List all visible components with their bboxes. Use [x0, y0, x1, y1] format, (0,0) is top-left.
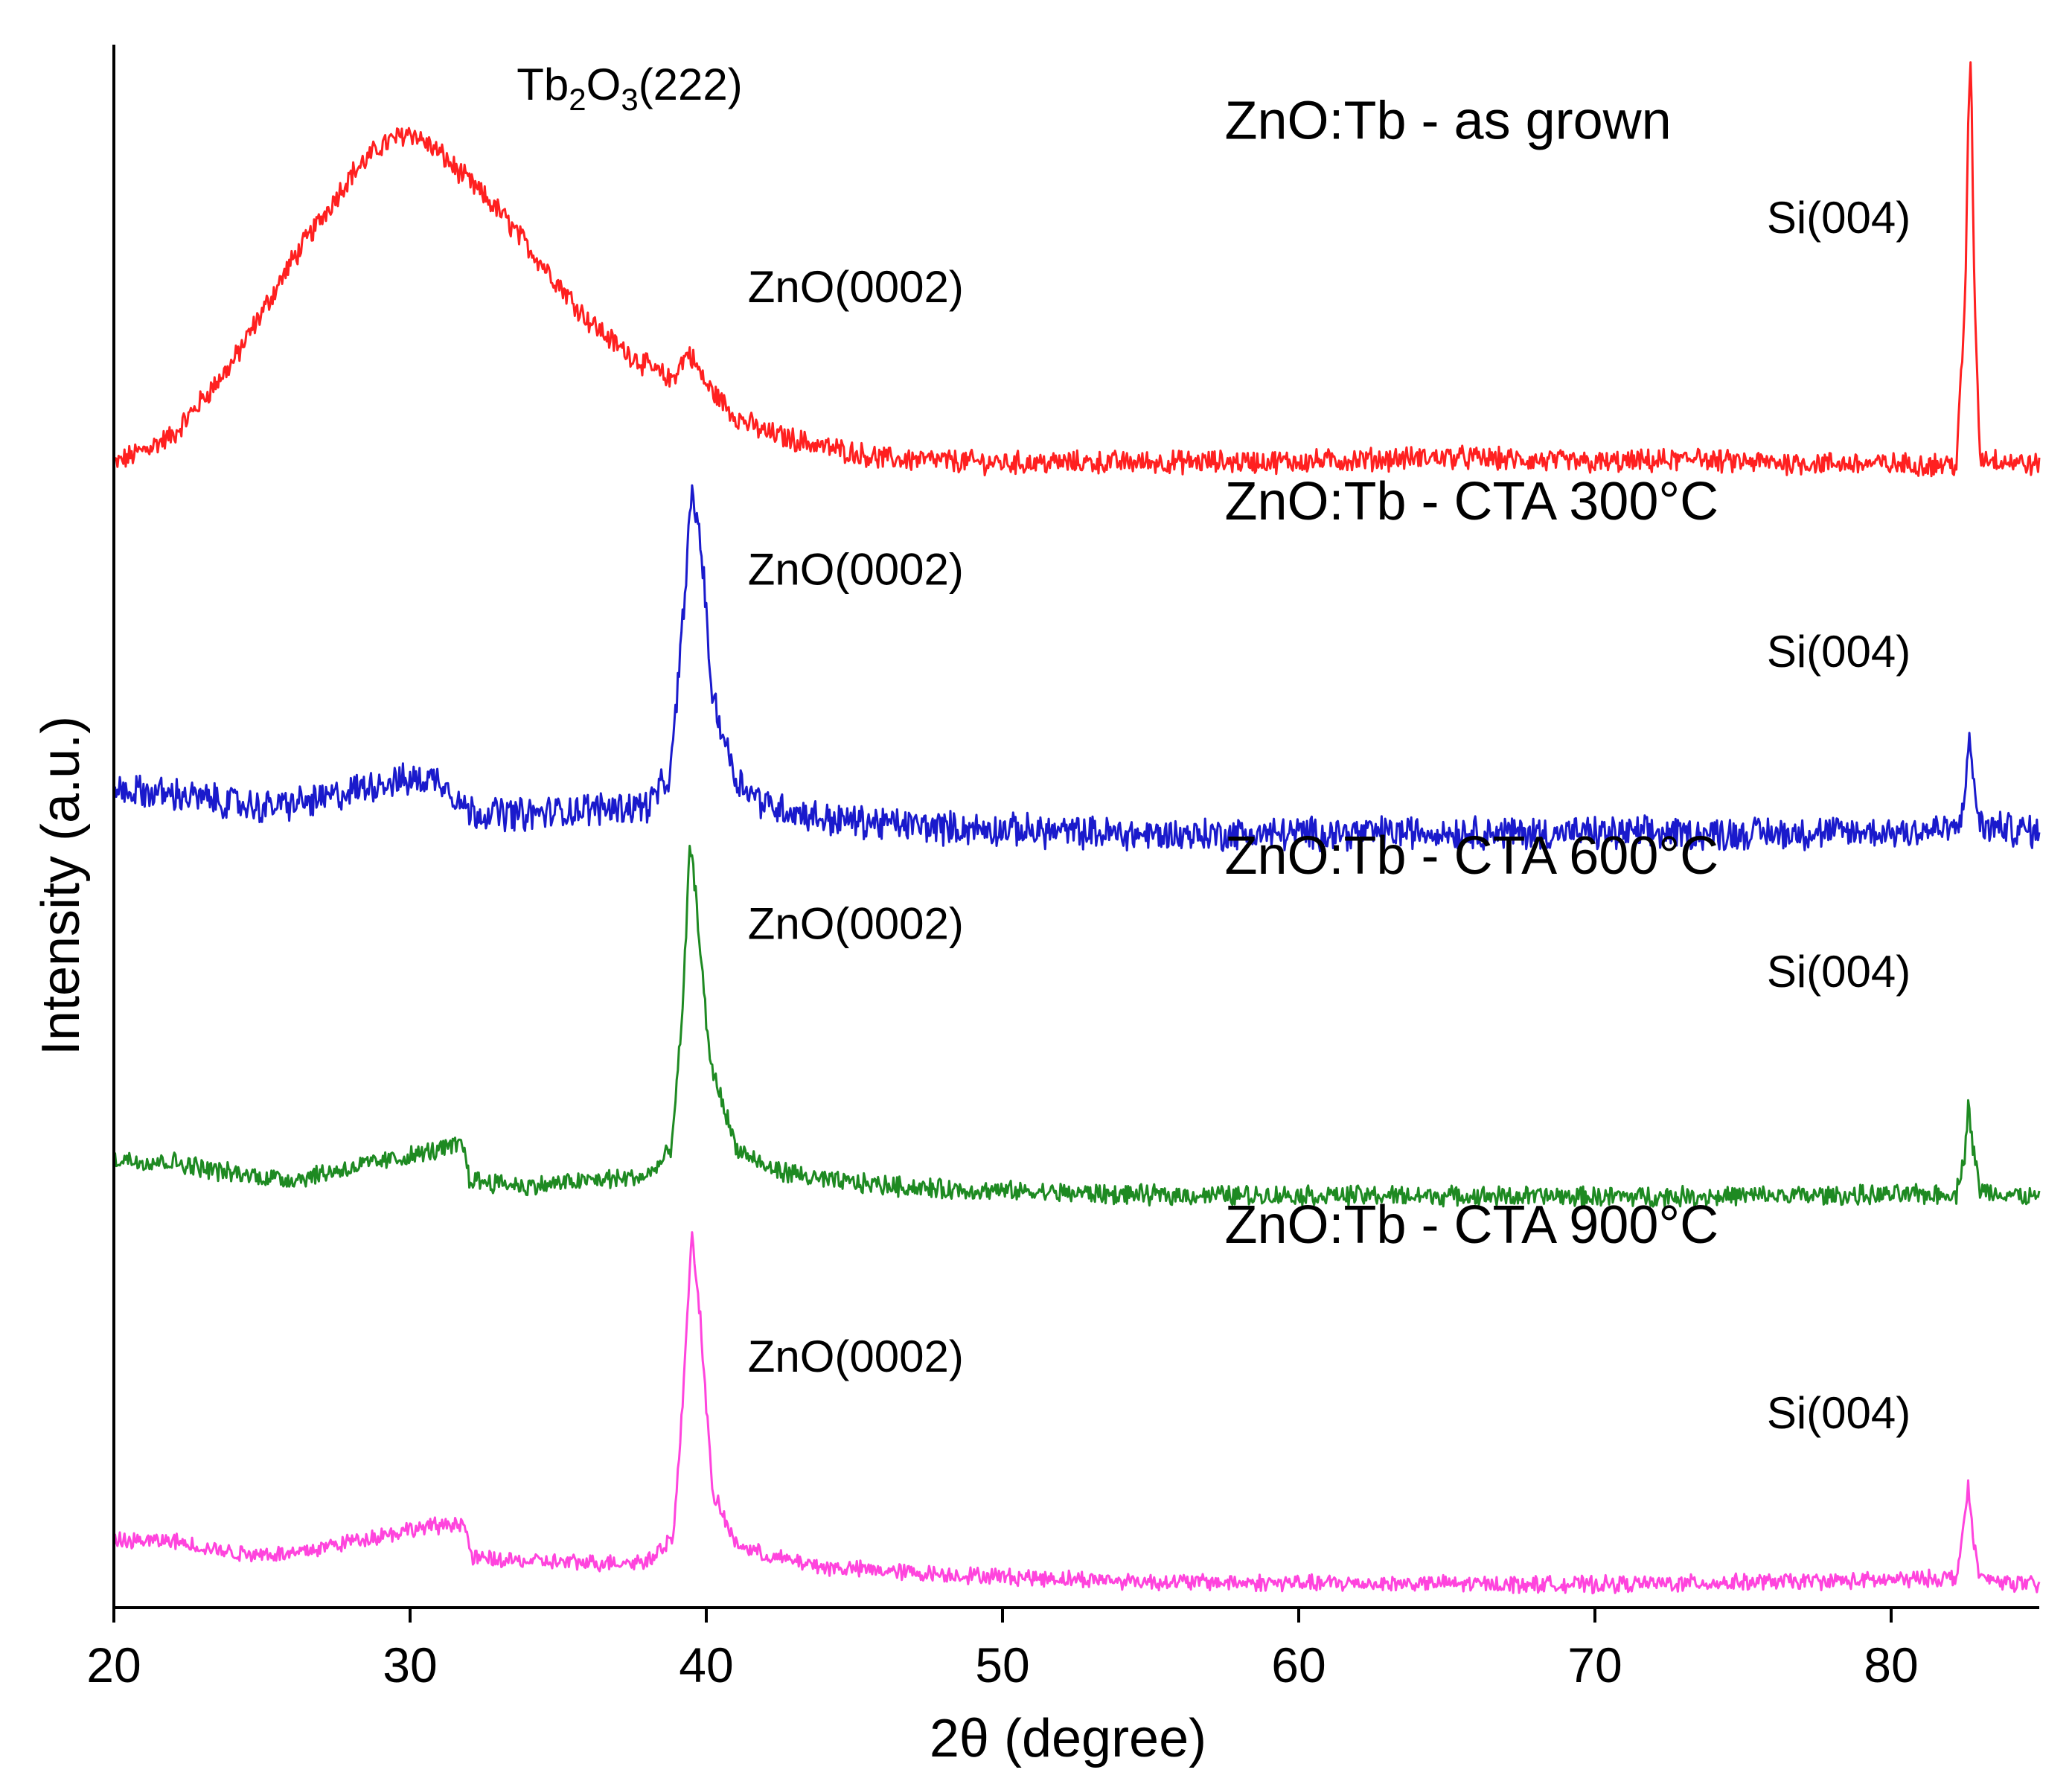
- x-tick-label: 60: [1271, 1637, 1326, 1692]
- peak-label: ZnO(0002): [748, 899, 964, 949]
- x-tick-label: 20: [86, 1637, 141, 1692]
- tb2o3-main: Tb: [517, 60, 569, 109]
- series-title-label: ZnO:Tb - CTA 600°C: [1225, 826, 1719, 886]
- tb2o3-sub2: 3: [621, 82, 638, 117]
- peak-label: Si(004): [1767, 627, 1910, 677]
- peak-label: ZnO(0002): [748, 262, 964, 312]
- series-layer: [112, 61, 2041, 1595]
- x-tick-label: 30: [383, 1637, 437, 1692]
- peak-label: Si(004): [1767, 1388, 1910, 1438]
- series-title-label: ZnO:Tb - CTA 900°C: [1225, 1195, 1719, 1255]
- tb2o3-peak-label: Tb2O3(222): [517, 60, 743, 117]
- x-ticks: 20 30 40 50 60 70 80: [86, 1608, 1919, 1692]
- peak-label: Si(004): [1767, 947, 1910, 997]
- peak-label: ZnO(0002): [748, 1332, 964, 1381]
- tb2o3-mid: O: [586, 60, 621, 109]
- x-axis-title: 2θ (degree): [930, 1709, 1206, 1768]
- x-tick-label: 50: [975, 1637, 1029, 1692]
- series-title-label: ZnO:Tb - CTA 300°C: [1225, 472, 1719, 531]
- series-title-label: ZnO:Tb - as grown: [1225, 91, 1672, 150]
- axes-layer: [112, 45, 2039, 1609]
- tb2o3-sub1: 2: [569, 82, 586, 117]
- x-tick-label: 40: [679, 1637, 733, 1692]
- peak-label: Si(004): [1767, 193, 1910, 243]
- peak-label: ZnO(0002): [748, 544, 964, 594]
- x-tick-label: 80: [1864, 1637, 1918, 1692]
- series-line: [112, 845, 2041, 1209]
- series-line: [112, 1231, 2041, 1595]
- x-tick-label: 70: [1567, 1637, 1622, 1692]
- tb2o3-suffix: (222): [639, 60, 743, 109]
- series-line: [112, 61, 2041, 478]
- y-axis-title: Intensity (a.u.): [31, 716, 91, 1055]
- annotations: ZnO:Tb - as grown ZnO:Tb - CTA 300°C ZnO:T…: [748, 91, 1911, 1438]
- series-line: [112, 484, 2041, 853]
